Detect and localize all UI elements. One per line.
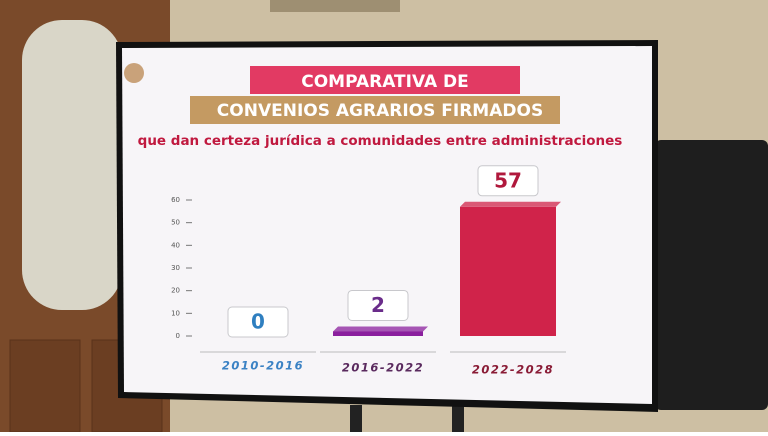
chart-subtitle: que dan certeza jurídica a comunidades e… bbox=[138, 133, 623, 149]
value-label: 2 bbox=[371, 293, 385, 317]
y-tick-label: 0 bbox=[176, 332, 180, 340]
stand bbox=[350, 405, 362, 432]
x-tick-label: 2022-2028 bbox=[472, 363, 554, 377]
y-tick-label: 10 bbox=[171, 309, 180, 317]
y-tick-label: 40 bbox=[171, 241, 180, 249]
chart-title: CONVENIOS AGRARIOS FIRMADOS bbox=[217, 101, 543, 121]
bar-top bbox=[460, 201, 561, 207]
value-label-box bbox=[347, 289, 409, 321]
value-label-box bbox=[477, 165, 539, 197]
logo bbox=[124, 63, 144, 83]
x-tick-label: 2010-2016 bbox=[222, 359, 304, 373]
bar-top bbox=[333, 326, 428, 332]
chart-title: COMPARATIVA DE bbox=[301, 72, 469, 92]
speaker bbox=[655, 140, 768, 410]
door-panel bbox=[9, 339, 81, 433]
title-highlight bbox=[250, 66, 520, 94]
value-label: 57 bbox=[494, 168, 522, 192]
plaque bbox=[270, 0, 400, 12]
door-window bbox=[22, 20, 122, 310]
value-label-box bbox=[227, 306, 289, 338]
value-label: 0 bbox=[251, 310, 265, 334]
y-tick-label: 30 bbox=[171, 264, 180, 272]
stand bbox=[452, 405, 464, 432]
x-tick-label: 2016-2022 bbox=[342, 361, 424, 375]
bar bbox=[460, 206, 556, 336]
y-tick-label: 20 bbox=[171, 287, 180, 295]
y-tick-label: 50 bbox=[171, 219, 180, 227]
title-highlight bbox=[190, 96, 560, 124]
y-tick-label: 60 bbox=[171, 196, 180, 204]
bar bbox=[333, 331, 423, 336]
